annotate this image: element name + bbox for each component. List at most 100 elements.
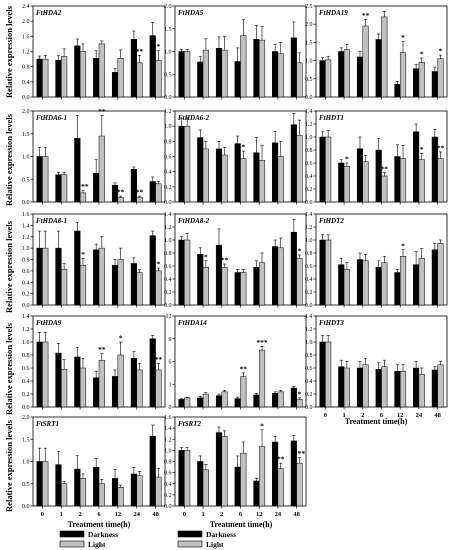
bar-darkness-2 [356,148,364,203]
bar-darkness-6 [375,39,382,98]
bar-darkness-12 [394,84,401,98]
bar-light-48 [437,364,444,408]
y-axis-label-row-2: Relative expression levels [4,113,14,206]
bar-darkness-24 [130,168,137,203]
y-tick-label: 1.0 [164,238,172,244]
y-tick-label: 1.4 [164,426,172,432]
bar-darkness-24 [413,264,420,306]
bar-light-12 [399,158,407,203]
bar-light-0 [325,239,332,306]
y-tick-label: 0.8 [164,139,172,145]
x-tick-label: 2 [79,511,82,518]
bar-light-1 [343,367,350,408]
y-tick-label: 0.5 [22,482,30,488]
bar-darkness-1 [55,247,62,306]
y-tick-label: 1.0 [305,135,313,141]
y-tick-label: 2.0 [22,109,30,115]
panel-title: FtHDT3 [319,319,344,327]
bar-darkness-0 [178,125,185,203]
y-tick-label: 9 [169,337,172,343]
bar-darkness-24 [272,51,279,98]
bar-darkness-1 [338,264,345,306]
y-tick-label: 0.2 [22,292,30,298]
bar-darkness-12 [111,478,119,507]
bar-darkness-6 [93,173,100,203]
bar-light-12 [258,262,266,306]
bar-light-24 [136,475,143,507]
y-tick-label: 2.0 [305,22,313,28]
y-axis-label-row-3: Relative expression levels [4,220,14,313]
bar-light-12 [258,349,266,408]
bar-light-6 [240,272,247,306]
x-axis-label-col-3: Treatment time(h) [345,417,408,426]
x-tick-label: 24 [416,412,423,419]
y-tick-label: 1.2 [305,122,313,128]
bar-light-12 [399,371,407,408]
panel-FtSRT2: FtSRT20.00.20.40.60.81.01.21.41.6******0… [164,415,307,518]
bar-light-48 [296,62,303,98]
significance-mark: * [260,421,264,430]
bar-light-6 [381,175,388,203]
bar-light-12 [117,487,124,507]
bar-darkness-12 [253,267,260,306]
bar-darkness-48 [149,35,156,98]
bar-darkness-6 [375,149,382,203]
bar-darkness-1 [197,254,204,306]
bar-darkness-1 [55,59,62,98]
significance-mark: * [401,33,405,42]
significance-mark: ** [155,355,163,364]
y-tick-label: 0.8 [22,353,30,359]
bar-darkness-12 [394,272,401,306]
panel-title: FtHDA9 [36,319,62,327]
bar-darkness-2 [74,230,81,306]
x-tick-label: 6 [239,511,243,518]
panel-title: FtHDA5 [178,9,204,17]
bar-light-2 [79,192,87,203]
bar-light-1 [61,369,68,408]
bar-light-6 [240,158,247,203]
panel-title: FtSRT1 [36,420,59,428]
x-tick-label: 6 [380,412,384,419]
bar-light-0 [325,341,332,408]
y-tick-label: 1.5 [22,132,30,138]
panel-FtHDA6-2: FtHDA6-2 0.0 0.2 0.4 0.6 0.8 1.0 1.2 * [164,109,307,206]
bar-light-6 [98,135,105,203]
bar-light-6 [381,366,388,408]
bar-light-1 [202,267,209,306]
y-tick-label: 0.8 [305,251,313,257]
bar-darkness-0 [178,239,185,306]
y-tick-label: 0.8 [22,65,30,71]
x-tick-label: 12 [256,511,263,518]
y-tick-label: 1.0 [305,340,313,346]
y-tick-label: 0.2 [22,392,30,398]
bar-light-24 [277,391,284,408]
bar-light-2 [221,267,228,306]
bar-darkness-1 [55,464,62,507]
y-tick-label: 0.4 [305,379,313,385]
bar-light-6 [98,483,105,507]
bar-darkness-24 [272,393,279,408]
bar-light-2 [221,49,228,98]
bar-light-0 [42,156,49,203]
y-tick-label: 0.2 [164,493,172,499]
y-tick-label: 0.0 [164,303,172,309]
y-tick-label: 0.0 [305,405,313,411]
y-tick-label: 0.4 [22,379,30,385]
x-axis-label-col-1: Treatment time(h) [68,520,131,529]
bar-light-24 [136,369,143,408]
significance-mark: ** [98,345,106,354]
y-tick-label: 0.8 [305,148,313,154]
significance-mark: *** [256,338,268,347]
bar-darkness-1 [197,397,204,408]
bar-darkness-6 [234,61,241,98]
bar-darkness-48 [149,435,156,507]
y-tick-label: 1.2 [164,109,172,115]
x-tick-label: 48 [293,511,300,518]
bar-light-6 [98,43,105,98]
bar-darkness-24 [130,358,137,408]
y-tick-label: 0.8 [164,251,172,257]
bar-darkness-1 [55,174,62,203]
y-tick-label: 0.5 [305,77,313,83]
significance-mark: ** [381,164,389,173]
bar-light-12 [117,354,124,408]
